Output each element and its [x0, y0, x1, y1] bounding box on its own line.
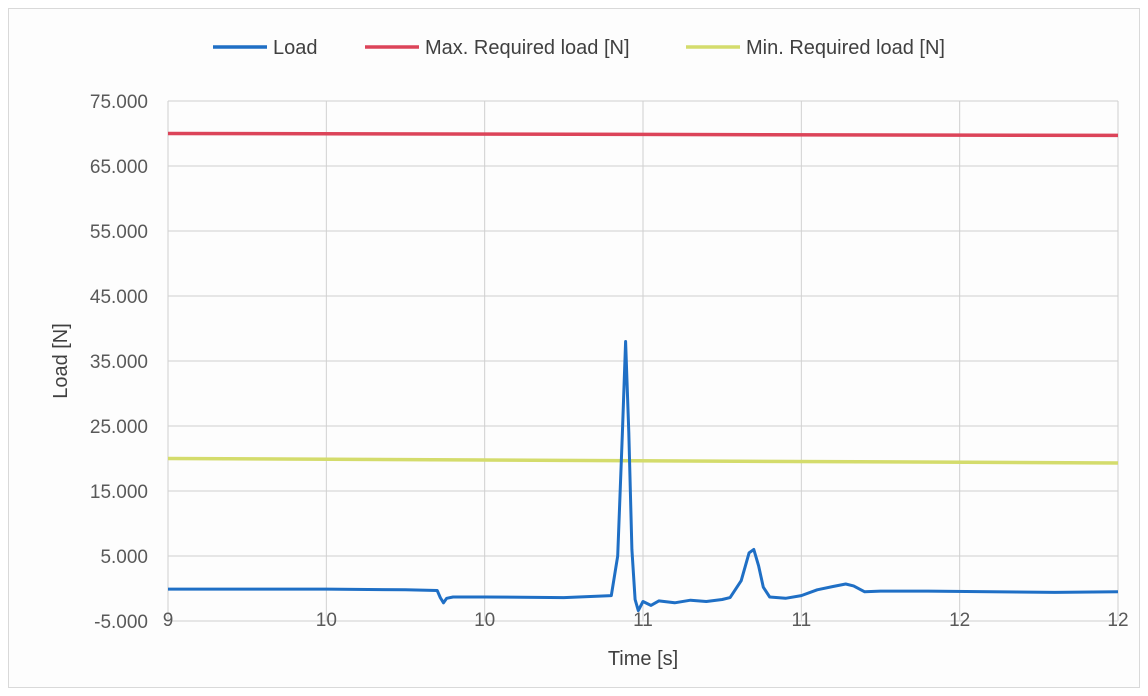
x-axis-label: Time [s] [608, 648, 678, 670]
series-line-0 [168, 340, 1119, 613]
x-tick-label: 11 [633, 610, 653, 631]
y-tick-label: 55.000 [90, 222, 148, 243]
series-group [167, 131, 1119, 613]
y-tick-label: 75.000 [90, 92, 148, 113]
series-line-2 [167, 456, 1119, 465]
y-tick-labels: 75.000 65.000 55.000 45.000 35.000 25.000 15.0… [90, 92, 148, 633]
legend-label: Min. Required load [N] [746, 37, 945, 59]
y-tick-label: 45.000 [90, 287, 148, 308]
series-line-1 [167, 131, 1119, 138]
y-tick-label: 35.000 [90, 352, 148, 373]
y-tick-label: 5.000 [100, 547, 148, 568]
y-tick-label: 15.000 [90, 482, 148, 503]
legend: Load Max. Required load [N] Min. Required … [213, 37, 945, 59]
x-tick-label: 11 [791, 610, 811, 631]
legend-label: Load [273, 37, 318, 59]
x-tick-label: 10 [474, 610, 495, 631]
grid [167, 100, 1119, 622]
x-tick-label: 9 [163, 610, 174, 631]
y-tick-label: 65.000 [90, 157, 148, 178]
chart-svg: 75.000 65.000 55.000 45.000 35.000 25.000 15.0… [50, 37, 1129, 670]
x-tick-labels: 9 10 10 11 11 12 12 [163, 610, 1129, 631]
y-tick-label: 25.000 [90, 417, 148, 438]
x-tick-label: 12 [949, 610, 970, 631]
x-tick-label: 12 [1107, 610, 1128, 631]
chart-frame: 75.000 65.000 55.000 45.000 35.000 25.000 15.0… [8, 8, 1140, 688]
y-tick-label: -5.000 [94, 612, 148, 633]
y-axis-label: Load [N] [50, 323, 72, 399]
x-tick-label: 10 [316, 610, 337, 631]
legend-label: Max. Required load [N] [425, 37, 630, 59]
